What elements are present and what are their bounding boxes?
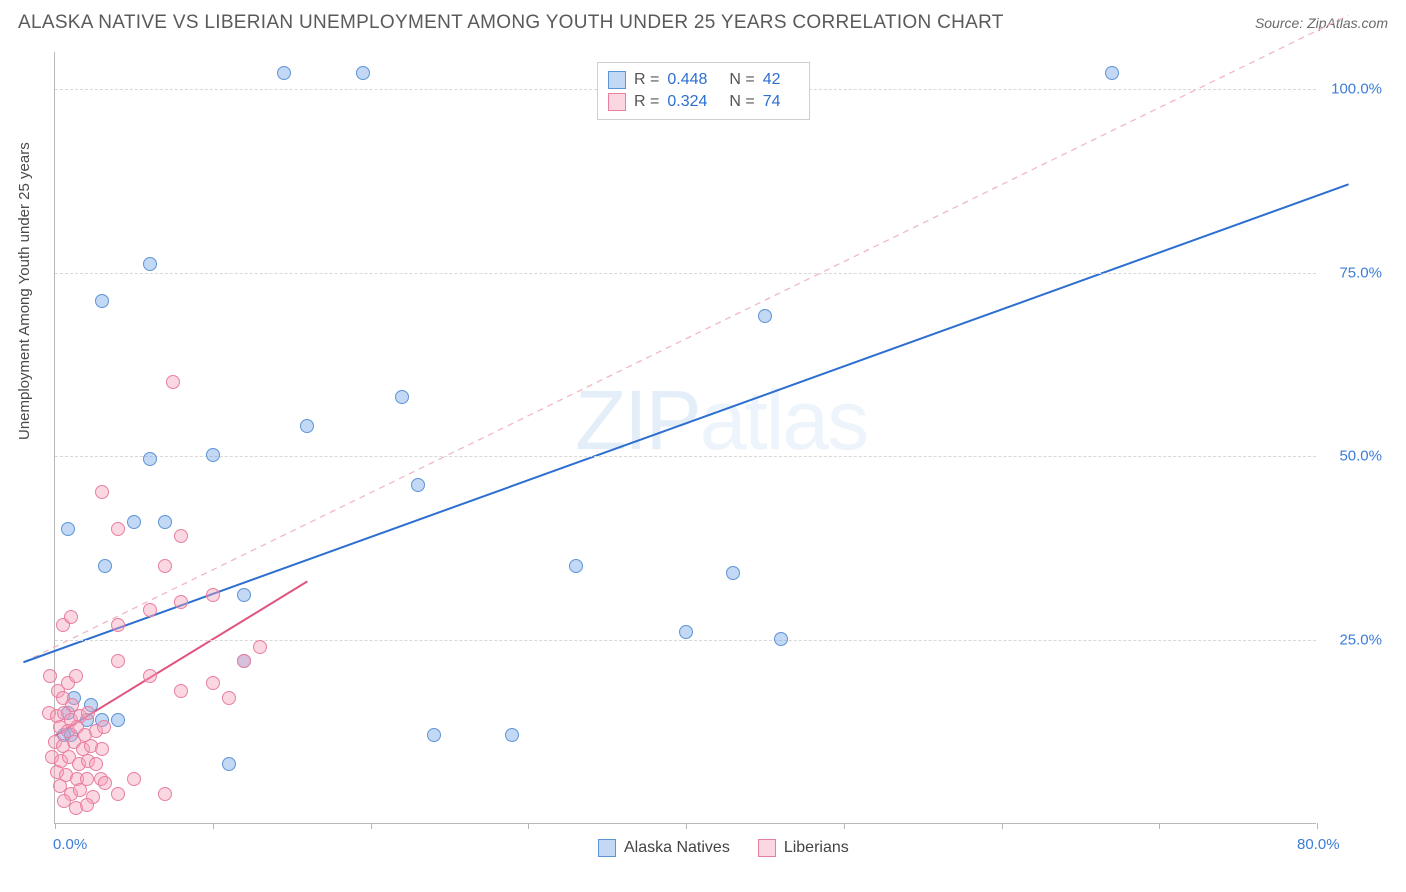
scatter-point [237,654,251,668]
scatter-point [253,640,267,654]
scatter-point [237,588,251,602]
scatter-point [127,772,141,786]
scatter-point [143,669,157,683]
scatter-point [95,294,109,308]
x-tick-mark [371,823,372,829]
scatter-point [356,66,370,80]
legend-swatch [758,839,776,857]
legend-label: Liberians [784,839,849,857]
scatter-point [1105,66,1119,80]
x-tick-mark [844,823,845,829]
scatter-point [64,610,78,624]
scatter-point [206,588,220,602]
stat-r-value: 0.448 [667,71,707,89]
scatter-point [277,66,291,80]
scatter-point [143,603,157,617]
scatter-point [158,515,172,529]
scatter-point [222,757,236,771]
scatter-point [726,566,740,580]
scatter-point [95,485,109,499]
scatter-point [505,728,519,742]
bottom-legend: Alaska Natives Liberians [598,839,849,857]
scatter-point [758,309,772,323]
scatter-point [89,757,103,771]
scatter-point [80,798,94,812]
y-tick-label: 50.0% [1339,448,1382,465]
stats-row: R = 0.448 N = 42 [608,69,795,91]
scatter-point [111,522,125,536]
stat-r-value: 0.324 [667,93,707,111]
scatter-point [395,390,409,404]
stat-r-label: R = [634,93,659,111]
scatter-point [97,720,111,734]
scatter-point [158,559,172,573]
trend-lines-svg [55,52,1316,823]
scatter-point [679,625,693,639]
scatter-point [143,257,157,271]
scatter-point [111,654,125,668]
stats-box: R = 0.448 N = 42 R = 0.324 N = 74 [597,62,810,120]
scatter-point [111,618,125,632]
chart-title: ALASKA NATIVE VS LIBERIAN UNEMPLOYMENT A… [18,12,1004,34]
scatter-point [569,559,583,573]
x-tick-mark [55,823,56,829]
scatter-point [300,419,314,433]
scatter-point [206,676,220,690]
stats-row: R = 0.324 N = 74 [608,91,795,113]
x-tick-label: 80.0% [1297,836,1340,853]
source-prefix: Source: [1255,15,1307,31]
legend-item: Liberians [758,839,849,857]
scatter-point [69,669,83,683]
stat-r-label: R = [634,71,659,89]
scatter-point [174,529,188,543]
gridline-y [55,273,1316,274]
scatter-point [143,452,157,466]
x-tick-mark [1317,823,1318,829]
y-axis-label: Unemployment Among Youth under 25 years [16,142,33,440]
y-tick-label: 100.0% [1331,80,1382,97]
scatter-point [206,448,220,462]
x-tick-mark [1002,823,1003,829]
stat-n-label: N = [729,71,754,89]
y-tick-label: 75.0% [1339,264,1382,281]
source-name: ZipAtlas.com [1307,15,1388,31]
scatter-point [61,522,75,536]
stat-n-value: 42 [763,71,781,89]
scatter-point [127,515,141,529]
x-tick-mark [213,823,214,829]
scatter-point [98,559,112,573]
scatter-point [111,787,125,801]
gridline-y [55,456,1316,457]
scatter-point [95,742,109,756]
stat-n-label: N = [729,93,754,111]
scatter-point [222,691,236,705]
stat-n-value: 74 [763,93,781,111]
scatter-point [43,669,57,683]
gridline-y [55,640,1316,641]
legend-label: Alaska Natives [624,839,730,857]
x-tick-mark [686,823,687,829]
scatter-point [166,375,180,389]
x-tick-mark [1159,823,1160,829]
x-tick-mark [528,823,529,829]
scatter-point [174,595,188,609]
plot-area: ZIPatlas 25.0%50.0%75.0%100.0%0.0%80.0%R… [54,52,1316,824]
scatter-point [774,632,788,646]
scatter-point [111,713,125,727]
legend-swatch [608,71,626,89]
legend-swatch [608,93,626,111]
trend-line-0 [23,184,1348,662]
y-tick-label: 25.0% [1339,632,1382,649]
legend-item: Alaska Natives [598,839,730,857]
scatter-point [98,776,112,790]
scatter-point [158,787,172,801]
legend-swatch [598,839,616,857]
scatter-point [427,728,441,742]
scatter-point [411,478,425,492]
scatter-point [174,684,188,698]
x-tick-label: 0.0% [53,836,87,853]
plot-wrapper: ZIPatlas 25.0%50.0%75.0%100.0%0.0%80.0%R… [54,52,1386,824]
scatter-point [81,706,95,720]
